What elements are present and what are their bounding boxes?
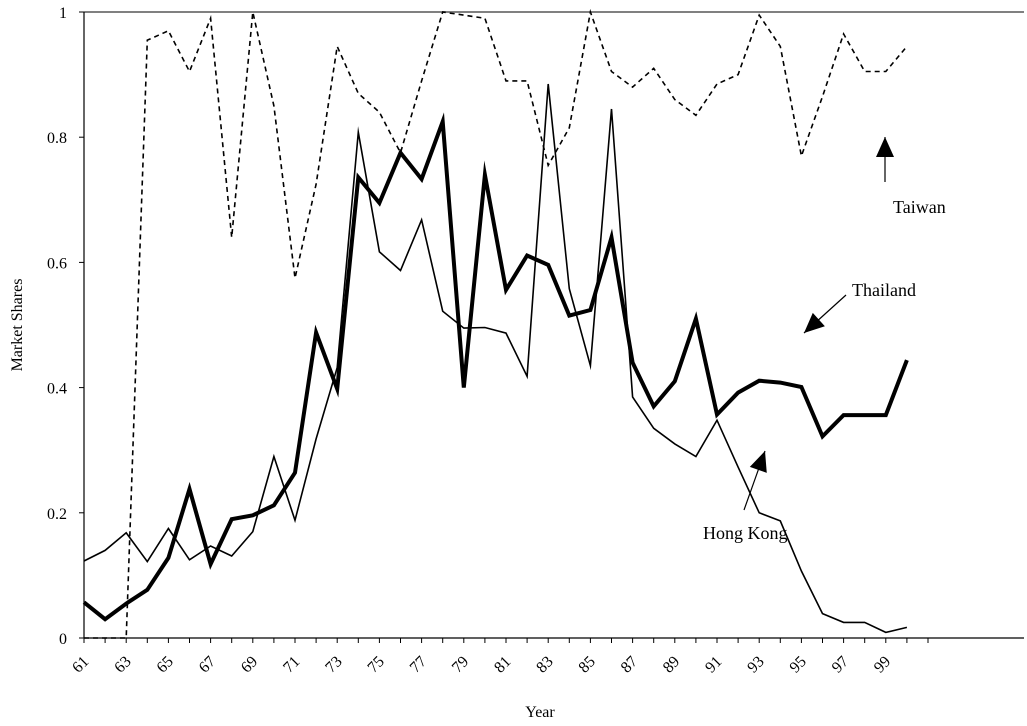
y-axis-title: Market Shares bbox=[9, 279, 26, 372]
x-tick-label: 63 bbox=[111, 653, 134, 676]
x-tick-label: 67 bbox=[196, 653, 219, 676]
y-tick-label: 0 bbox=[59, 631, 67, 648]
axes: 0 0.2 0.4 0.6 0.8 1 61 63 65 67 69 71 73 75 77 79 81 83 85… bbox=[47, 5, 1024, 676]
x-tick-label: 69 bbox=[238, 653, 261, 676]
x-tick-label: 93 bbox=[744, 653, 767, 676]
x-tick-label: 81 bbox=[491, 653, 514, 676]
x-tick-label: 97 bbox=[829, 653, 852, 676]
x-tick-label: 87 bbox=[618, 653, 641, 676]
x-axis-title: Year bbox=[525, 704, 555, 721]
x-tick-label: 89 bbox=[660, 653, 683, 676]
annotation-thailand-label: Thailand bbox=[852, 280, 916, 300]
series-line-taiwan bbox=[84, 8, 908, 639]
x-tick-label: 71 bbox=[280, 653, 303, 676]
x-tick-label: 65 bbox=[154, 653, 177, 676]
y-tick-label: 0.4 bbox=[47, 381, 67, 398]
x-tick-label: 99 bbox=[871, 653, 894, 676]
x-tick-label: 75 bbox=[365, 653, 388, 676]
annotation-layer: Taiwan Thailand Hong Kong bbox=[703, 137, 946, 543]
y-tick-label: 0.2 bbox=[47, 506, 67, 523]
series-line-thailand bbox=[82, 112, 909, 622]
y-tick-label: 0.8 bbox=[47, 130, 67, 147]
y-tick-label: 0.6 bbox=[47, 255, 67, 272]
annotation-thailand-arrow-head bbox=[804, 312, 825, 333]
x-tick-label: 73 bbox=[322, 653, 345, 676]
series-line-hong-kong bbox=[83, 83, 908, 634]
x-tick-label: 91 bbox=[702, 653, 725, 676]
x-tick-label: 61 bbox=[69, 653, 92, 676]
annotation-taiwan-label: Taiwan bbox=[893, 197, 946, 217]
annotation-taiwan-arrow-head bbox=[876, 137, 894, 157]
series-layer bbox=[82, 8, 909, 639]
x-tick-label: 79 bbox=[449, 653, 472, 676]
x-tick-label: 77 bbox=[407, 653, 430, 676]
x-tick-label: 95 bbox=[787, 653, 810, 676]
annotation-hong-kong-arrow-head bbox=[749, 451, 767, 473]
y-tick-label: 1 bbox=[59, 5, 67, 22]
x-tick-label: 85 bbox=[576, 653, 599, 676]
x-tick-label: 83 bbox=[533, 653, 556, 676]
annotation-hong-kong-label: Hong Kong bbox=[703, 523, 788, 543]
